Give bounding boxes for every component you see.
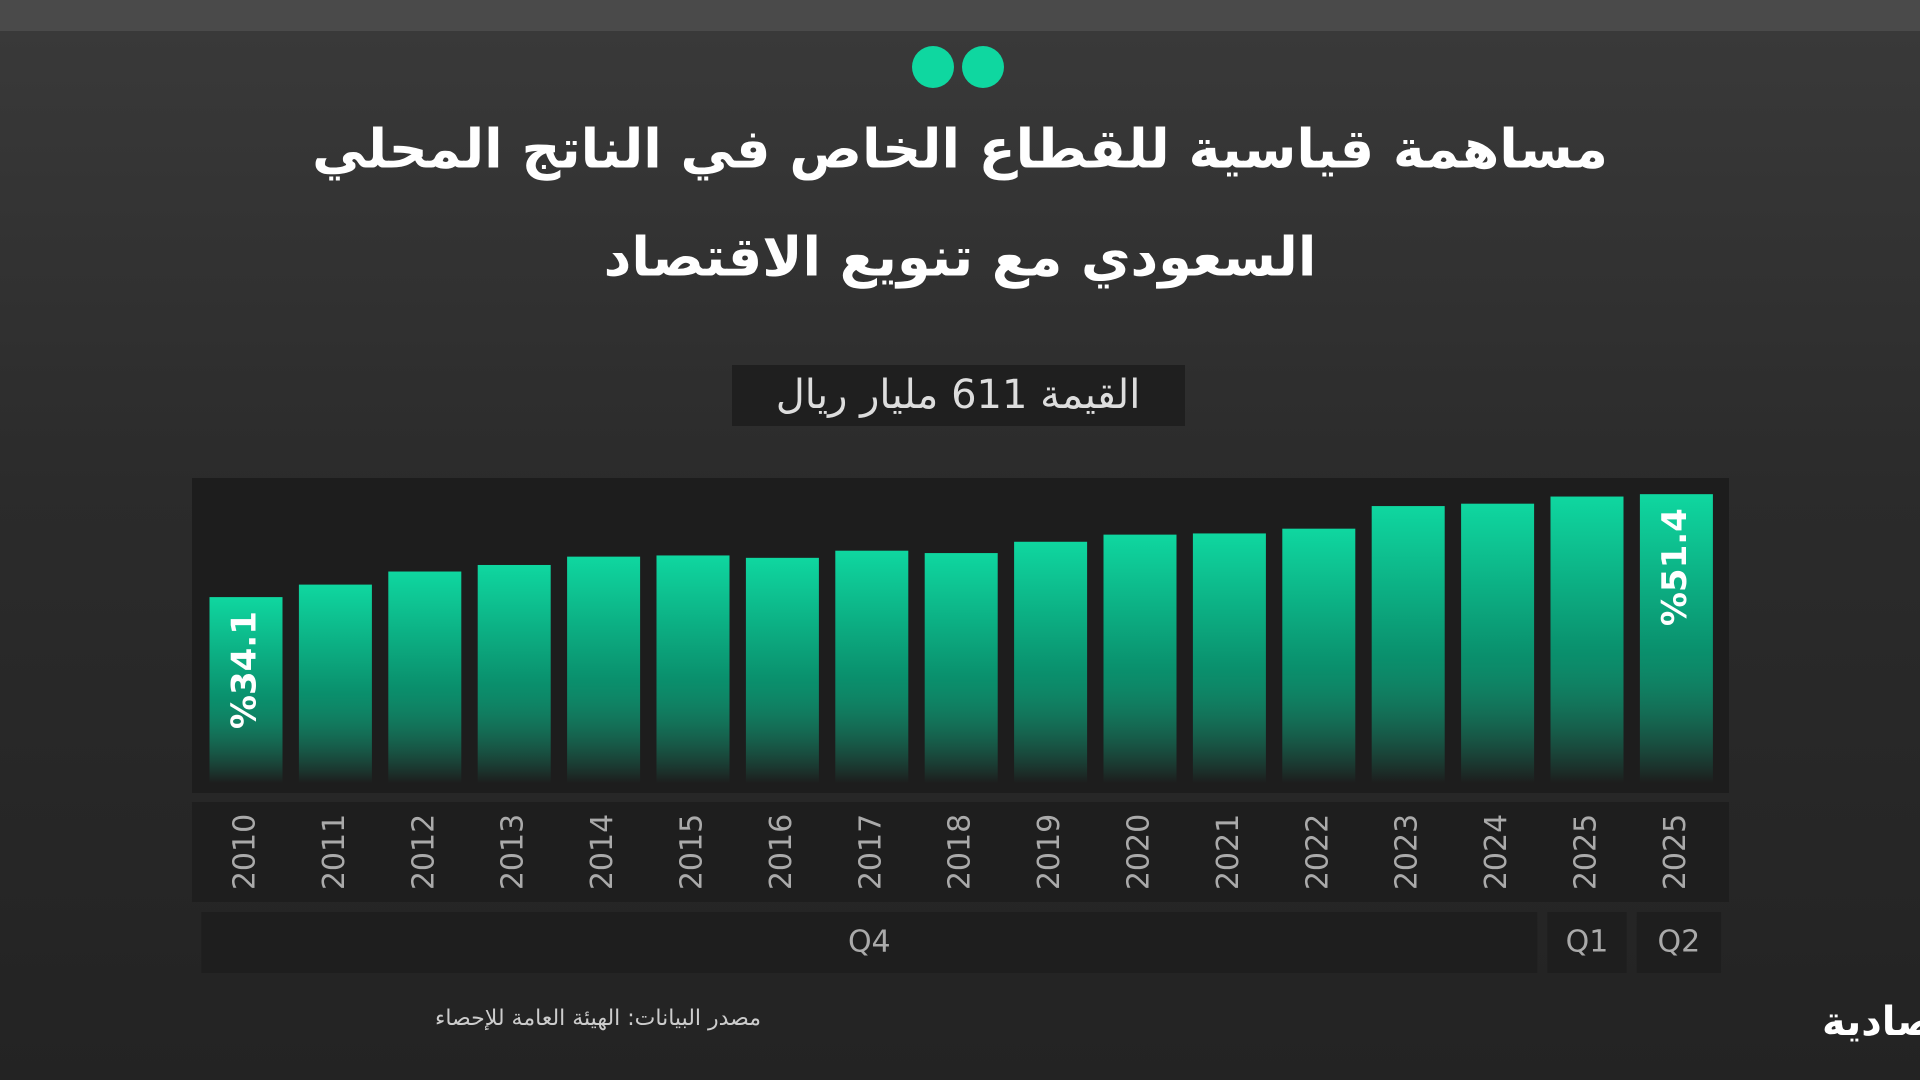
x-tick-label: 2021 (1211, 814, 1246, 890)
x-tick-label: 2012 (406, 814, 441, 890)
bar (1550, 496, 1624, 783)
x-tick-label: 2014 (585, 814, 620, 890)
x-tick-label: 2025 (1658, 814, 1693, 890)
bar (477, 564, 551, 783)
quarter-label: Q2 (1658, 925, 1701, 960)
brand: الاقتصادية (1822, 999, 1920, 1045)
subtitle-box (732, 365, 1185, 426)
bar (1103, 534, 1177, 783)
decor-dot (962, 46, 1004, 88)
bar (1192, 533, 1266, 783)
x-tick-label: 2016 (764, 814, 799, 890)
chart-title: السعودي مع تنويع الاقتصاد (604, 226, 1317, 289)
subtitle: القيمة 611 مليار ريال (776, 372, 1141, 418)
x-tick-label: 2015 (675, 814, 710, 890)
source: مصدر البيانات: الهيئة العامة للإحصاء (435, 1006, 761, 1031)
year-row (192, 802, 1729, 902)
bar (835, 550, 909, 783)
bar (745, 557, 819, 783)
bar (1014, 541, 1088, 783)
bar (298, 584, 372, 783)
x-tick-label: 2019 (1032, 814, 1067, 890)
x-tick-label: 2017 (853, 814, 888, 890)
x-tick-label: 2023 (1390, 814, 1425, 890)
quarter-box (201, 912, 1538, 973)
bar (388, 571, 462, 783)
bar (924, 553, 998, 783)
x-tick-label: 2024 (1479, 814, 1514, 890)
x-tick-label: 2020 (1122, 814, 1157, 890)
x-tick-label: 2011 (317, 814, 352, 890)
decor-dot (912, 46, 954, 88)
top-band (0, 0, 1920, 31)
x-tick-label: 2010 (228, 814, 263, 890)
value-label: %34.1 (225, 611, 265, 729)
x-tick-label: 2013 (496, 814, 531, 890)
quarter-label: Q1 (1566, 925, 1609, 960)
value-label: %51.4 (1655, 508, 1695, 626)
x-tick-label: 2018 (943, 814, 978, 890)
bar (209, 597, 283, 783)
quarter-box (1547, 912, 1627, 973)
bar (1639, 494, 1713, 783)
chart-title: مساهمة قياسية للقطاع الخاص في الناتج الم… (312, 118, 1608, 182)
bar (1282, 528, 1356, 783)
bar (1461, 503, 1535, 783)
quarter-label: Q4 (848, 925, 891, 960)
quarter-box (1636, 912, 1722, 973)
bar (656, 555, 730, 783)
bar (1371, 506, 1445, 783)
bar (567, 556, 641, 783)
x-tick-label: 2025 (1569, 814, 1604, 890)
x-tick-label: 2022 (1300, 814, 1335, 890)
